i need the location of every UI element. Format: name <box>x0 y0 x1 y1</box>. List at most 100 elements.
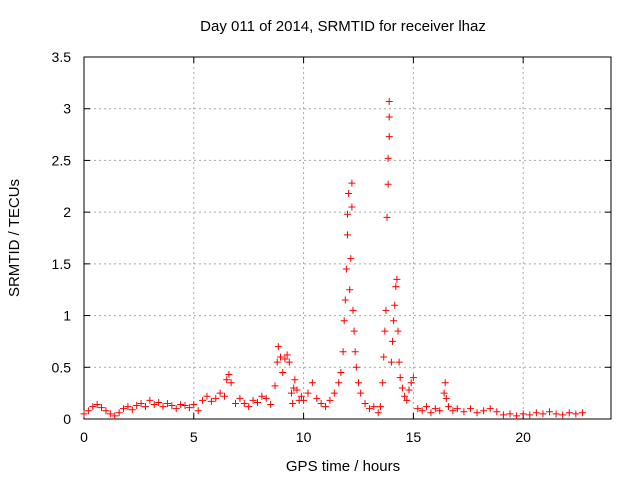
data-point <box>449 407 457 415</box>
data-point <box>344 231 351 239</box>
data-point <box>381 327 389 335</box>
data-point <box>392 283 400 291</box>
x-tick-label: 20 <box>515 429 531 445</box>
y-tick-label: 1 <box>63 308 71 324</box>
data-point <box>163 399 171 407</box>
data-point <box>283 351 291 359</box>
data-point <box>308 379 316 387</box>
data-point <box>146 396 154 404</box>
data-point <box>441 379 449 387</box>
plot-frame <box>83 56 612 420</box>
data-point <box>150 401 158 409</box>
data-point <box>403 396 411 404</box>
y-tick-label: 2.5 <box>52 152 72 168</box>
data-point <box>401 392 409 400</box>
data-point <box>341 296 349 304</box>
y-tick-label: 3 <box>63 101 71 117</box>
data-point <box>181 402 189 410</box>
data-point <box>340 317 348 325</box>
data-point <box>354 379 362 387</box>
x-tick-label: 15 <box>406 429 422 445</box>
data-point <box>273 358 281 366</box>
y-axis-label: SRMTID / TECUs <box>6 179 23 297</box>
data-point <box>436 407 444 415</box>
data-point <box>493 408 501 416</box>
data-point <box>232 399 240 407</box>
data-point <box>385 113 393 121</box>
data-point <box>346 286 354 294</box>
data-point <box>389 337 397 345</box>
data-point <box>137 399 145 407</box>
data-point <box>339 348 347 356</box>
data-point <box>365 405 373 413</box>
data-point <box>322 403 330 411</box>
data-point <box>382 306 390 314</box>
data-point <box>289 399 297 407</box>
data-point <box>111 412 119 420</box>
data-point <box>453 405 461 413</box>
data-point <box>427 409 435 417</box>
data-point <box>293 386 301 394</box>
data-point <box>361 399 369 407</box>
data-point <box>391 301 399 309</box>
data-point <box>128 406 136 414</box>
data-point <box>337 368 345 376</box>
data-point <box>460 408 468 416</box>
data-point <box>223 376 231 384</box>
y-tick-label: 0 <box>63 411 71 427</box>
data-point <box>335 379 343 387</box>
data-point <box>440 389 448 397</box>
data-point <box>398 384 406 392</box>
y-tick-label: 3.5 <box>52 49 72 65</box>
data-point <box>349 306 357 314</box>
data-point <box>380 353 388 361</box>
data-point <box>409 374 417 382</box>
data-point <box>572 410 580 418</box>
data-point <box>80 410 88 418</box>
data-point <box>326 396 334 404</box>
data-point <box>317 399 325 407</box>
data-point <box>240 399 248 407</box>
data-point <box>387 358 395 366</box>
data-point <box>304 389 312 397</box>
data-point <box>374 409 382 417</box>
data-point <box>313 394 321 402</box>
data-point <box>431 405 439 413</box>
data-point <box>407 379 415 387</box>
data-point <box>473 409 481 417</box>
y-tick-label: 1.5 <box>52 256 72 272</box>
data-point <box>216 389 224 397</box>
data-point <box>390 317 398 325</box>
data-point <box>207 397 215 405</box>
data-point <box>172 405 180 413</box>
data-point <box>519 410 527 418</box>
data-point <box>300 396 308 404</box>
data-point <box>199 396 207 404</box>
x-tick-label: 0 <box>80 429 88 445</box>
data-point <box>203 392 211 400</box>
data-point <box>141 403 149 411</box>
data-point <box>350 327 358 335</box>
data-point <box>245 403 253 411</box>
data-point <box>344 210 351 218</box>
data-point <box>480 407 488 415</box>
data-point <box>133 402 141 410</box>
data-point <box>258 392 266 400</box>
data-point <box>578 409 586 417</box>
data-point <box>423 403 431 411</box>
data-point <box>106 410 114 418</box>
data-point <box>405 386 413 394</box>
data-point <box>565 409 573 417</box>
data-point <box>383 213 391 221</box>
data-point <box>506 410 514 418</box>
data-point <box>513 412 521 420</box>
data-point <box>342 265 350 273</box>
data-point <box>120 405 128 413</box>
data-point <box>394 327 402 335</box>
data-point <box>442 394 450 402</box>
data-point <box>291 376 299 384</box>
x-axis-label: GPS time / hours <box>286 458 400 475</box>
data-point <box>370 403 378 411</box>
data-point <box>357 389 365 397</box>
data-point <box>190 401 198 409</box>
